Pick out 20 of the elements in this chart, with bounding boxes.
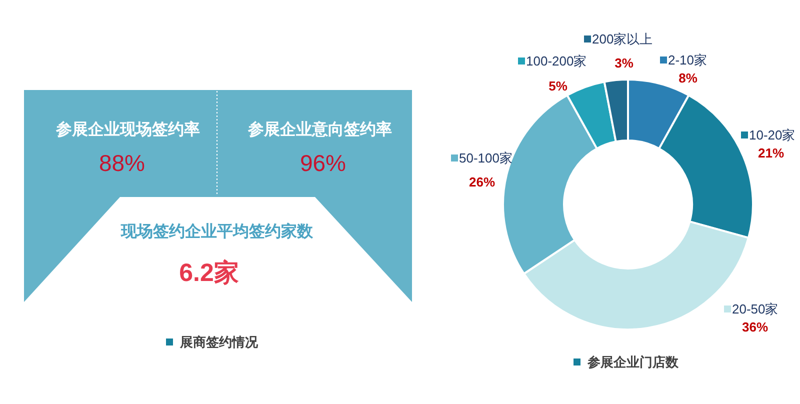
text: 88% — [98, 150, 146, 176]
text: 展商签约情况 — [179, 334, 259, 350]
data-label: 5% — [548, 78, 568, 94]
text: 96% — [300, 150, 346, 176]
text: 现场签约企业平均签约家数 — [120, 222, 314, 240]
text: 参展企业意向签约率 — [247, 120, 392, 138]
legend-label: 10-20家 — [749, 128, 796, 142]
text: 参展企业门店数 — [586, 354, 680, 370]
data-label: 36% — [742, 320, 768, 334]
data-label: 3% — [614, 56, 634, 70]
data-label: 8% — [678, 70, 698, 86]
text: 6.2家 — [179, 259, 239, 287]
data-label: 21% — [758, 146, 784, 160]
text: 参展企业现场签约率 — [55, 120, 200, 138]
legend-label: 20-50家 — [732, 302, 778, 316]
legend-label: 200家以上 — [592, 32, 653, 46]
legend-label: 2-10家 — [668, 52, 708, 68]
legend-label: 50-100家 — [459, 150, 512, 166]
data-label: 26% — [468, 174, 496, 190]
legend-label: 100-200家 — [526, 54, 587, 68]
